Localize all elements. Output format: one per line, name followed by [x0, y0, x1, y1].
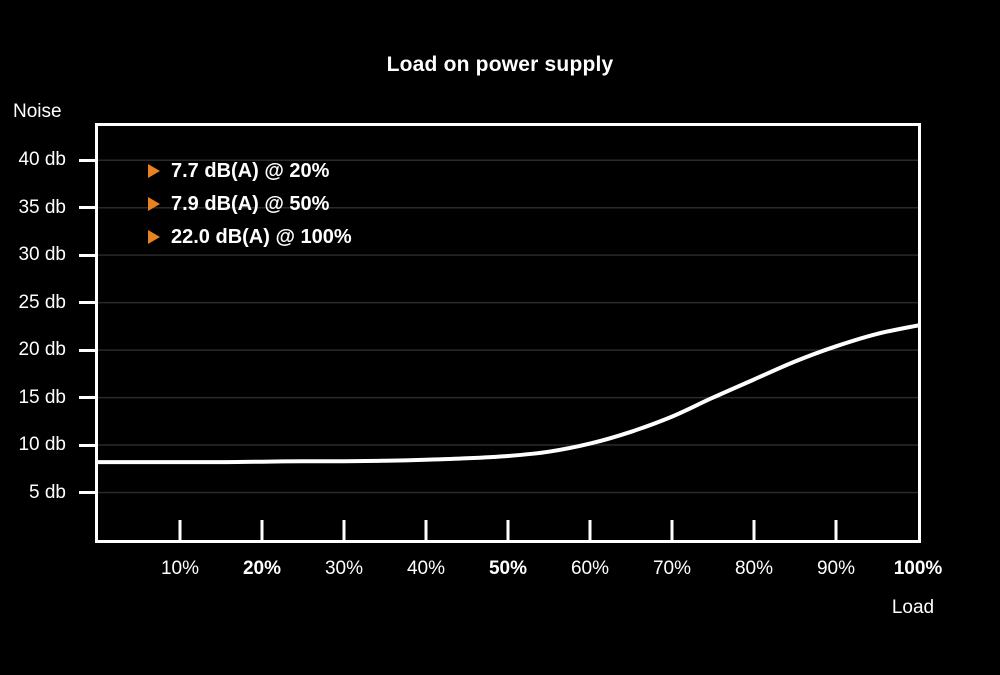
legend-item: 22.0 dB(A) @ 100% [148, 224, 352, 250]
triangle-bullet-icon [148, 230, 160, 244]
noise-curve-plot [98, 159, 918, 540]
y-tick-label: 30 db [18, 244, 66, 266]
x-tick-label: 80% [734, 558, 774, 579]
y-tick-mark [79, 491, 98, 494]
triangle-bullet-icon [148, 197, 160, 211]
x-tick-label: 20% [242, 558, 282, 579]
x-tick-mark [506, 520, 510, 540]
x-axis-title: Load [891, 597, 935, 618]
chart-title: Load on power supply [386, 53, 614, 76]
x-tick-mark [178, 520, 182, 540]
y-tick-label: 15 db [18, 386, 66, 408]
y-tick-label: 20 db [18, 339, 66, 361]
x-tick-mark [834, 520, 838, 540]
x-tick-label: 100% [893, 558, 943, 579]
y-tick-mark [79, 158, 98, 162]
y-tick-mark [79, 301, 98, 305]
y-tick-label: 5 db [29, 481, 66, 503]
x-tick-mark [670, 520, 674, 540]
x-tick-mark [260, 520, 264, 540]
legend-item: 7.9 dB(A) @ 50% [148, 191, 352, 217]
x-tick-mark [752, 520, 756, 540]
x-tick-label: 10% [160, 558, 200, 579]
legend-label: 7.7 dB(A) @ 20% [171, 159, 330, 182]
legend-label: 7.9 dB(A) @ 50% [171, 192, 330, 215]
x-tick-label: 50% [488, 558, 528, 579]
triangle-bullet-icon [148, 164, 160, 178]
x-tick-label: 60% [570, 558, 610, 579]
x-tick-label: 70% [652, 558, 692, 579]
x-tick-mark [342, 520, 346, 540]
y-tick-mark [79, 396, 98, 400]
plot-area: 7.7 dB(A) @ 20% 7.9 dB(A) @ 50% 22.0 dB(A)… [95, 123, 921, 543]
y-axis-title: Noise [13, 101, 62, 122]
y-tick-label: 40 db [18, 149, 66, 171]
y-tick-mark [79, 348, 98, 352]
x-tick-mark [424, 520, 428, 540]
x-tick-label: 30% [324, 558, 364, 579]
y-tick-label: 35 db [18, 196, 66, 218]
x-tick-label: 90% [816, 558, 856, 579]
x-tick-label: 40% [406, 558, 446, 579]
noise-curve [98, 323, 918, 465]
y-tick-mark [79, 206, 98, 210]
legend-label: 22.0 dB(A) @ 100% [171, 225, 352, 248]
legend: 7.7 dB(A) @ 20% 7.9 dB(A) @ 50% 22.0 dB(A)… [148, 158, 352, 257]
y-tick-label: 25 db [18, 291, 66, 313]
y-tick-mark [79, 253, 98, 257]
x-tick-mark [588, 520, 592, 540]
legend-item: 7.7 dB(A) @ 20% [148, 158, 352, 184]
y-tick-label: 10 db [18, 434, 66, 455]
y-tick-mark [79, 443, 98, 447]
